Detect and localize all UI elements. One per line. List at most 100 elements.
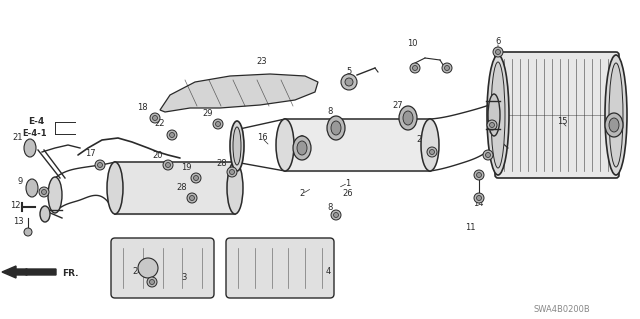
Text: E-4-1: E-4-1 bbox=[22, 129, 47, 138]
Circle shape bbox=[216, 122, 221, 127]
Ellipse shape bbox=[488, 94, 500, 136]
Text: 28: 28 bbox=[177, 183, 188, 192]
Text: 14: 14 bbox=[473, 198, 483, 207]
Circle shape bbox=[442, 63, 452, 73]
Text: 24: 24 bbox=[132, 268, 143, 277]
Circle shape bbox=[150, 113, 160, 123]
Polygon shape bbox=[160, 74, 318, 112]
FancyArrow shape bbox=[2, 266, 56, 278]
Text: 26: 26 bbox=[342, 189, 353, 198]
Ellipse shape bbox=[40, 206, 50, 222]
Ellipse shape bbox=[276, 119, 294, 171]
FancyBboxPatch shape bbox=[111, 238, 214, 298]
Text: 9: 9 bbox=[17, 177, 22, 187]
Text: FR.: FR. bbox=[62, 270, 79, 278]
Text: 29: 29 bbox=[203, 109, 213, 118]
Text: 7: 7 bbox=[611, 106, 617, 115]
Ellipse shape bbox=[107, 162, 123, 214]
Ellipse shape bbox=[403, 111, 413, 125]
Circle shape bbox=[445, 65, 449, 70]
Circle shape bbox=[189, 196, 195, 201]
Text: 3: 3 bbox=[181, 273, 187, 283]
Ellipse shape bbox=[26, 179, 38, 197]
Circle shape bbox=[487, 120, 497, 130]
Ellipse shape bbox=[48, 177, 62, 213]
Circle shape bbox=[413, 65, 417, 70]
Ellipse shape bbox=[327, 116, 345, 140]
Ellipse shape bbox=[293, 136, 311, 160]
Circle shape bbox=[166, 162, 170, 167]
Text: 11: 11 bbox=[465, 224, 476, 233]
Circle shape bbox=[427, 147, 437, 157]
Circle shape bbox=[163, 160, 173, 170]
Text: 6: 6 bbox=[495, 38, 500, 47]
FancyBboxPatch shape bbox=[495, 52, 619, 178]
Text: 27: 27 bbox=[393, 100, 403, 109]
Polygon shape bbox=[285, 119, 430, 171]
Circle shape bbox=[410, 63, 420, 73]
Circle shape bbox=[495, 49, 500, 55]
Circle shape bbox=[213, 119, 223, 129]
Ellipse shape bbox=[421, 119, 439, 171]
Circle shape bbox=[474, 193, 484, 203]
Polygon shape bbox=[115, 162, 235, 214]
Text: 20: 20 bbox=[153, 151, 163, 160]
Text: 10: 10 bbox=[407, 40, 417, 48]
Circle shape bbox=[483, 150, 493, 160]
Ellipse shape bbox=[230, 121, 244, 171]
Ellipse shape bbox=[227, 162, 243, 214]
Text: 5: 5 bbox=[346, 68, 351, 77]
Circle shape bbox=[193, 175, 198, 181]
Circle shape bbox=[333, 212, 339, 218]
Circle shape bbox=[345, 78, 353, 86]
Circle shape bbox=[230, 169, 234, 174]
Circle shape bbox=[187, 193, 197, 203]
Circle shape bbox=[42, 189, 47, 195]
Circle shape bbox=[170, 132, 175, 137]
Ellipse shape bbox=[24, 139, 36, 157]
Circle shape bbox=[477, 196, 481, 201]
Text: E-4: E-4 bbox=[28, 117, 44, 126]
Ellipse shape bbox=[609, 118, 619, 132]
Ellipse shape bbox=[491, 62, 505, 168]
Circle shape bbox=[97, 162, 102, 167]
Circle shape bbox=[39, 187, 49, 197]
Text: 1: 1 bbox=[346, 179, 351, 188]
Circle shape bbox=[486, 152, 490, 158]
Text: 2: 2 bbox=[300, 189, 305, 198]
Circle shape bbox=[167, 130, 177, 140]
Circle shape bbox=[493, 47, 503, 57]
Text: 28: 28 bbox=[217, 160, 227, 168]
Circle shape bbox=[24, 228, 32, 236]
Text: 19: 19 bbox=[180, 164, 191, 173]
Circle shape bbox=[331, 210, 341, 220]
Ellipse shape bbox=[609, 63, 623, 167]
Circle shape bbox=[138, 258, 158, 278]
FancyBboxPatch shape bbox=[226, 238, 334, 298]
Circle shape bbox=[147, 277, 157, 287]
Text: 13: 13 bbox=[13, 218, 23, 226]
Text: 22: 22 bbox=[155, 120, 165, 129]
Text: 15: 15 bbox=[557, 117, 567, 127]
Text: 16: 16 bbox=[257, 133, 268, 143]
Text: 12: 12 bbox=[10, 202, 20, 211]
Ellipse shape bbox=[605, 55, 627, 175]
Text: 8: 8 bbox=[327, 108, 333, 116]
Circle shape bbox=[191, 173, 201, 183]
Circle shape bbox=[490, 122, 495, 128]
Text: 25: 25 bbox=[417, 136, 428, 145]
Ellipse shape bbox=[233, 127, 241, 165]
Circle shape bbox=[477, 173, 481, 177]
Circle shape bbox=[95, 160, 105, 170]
Text: 18: 18 bbox=[137, 103, 147, 113]
Circle shape bbox=[152, 115, 157, 121]
Text: 8: 8 bbox=[327, 204, 333, 212]
Circle shape bbox=[429, 150, 435, 154]
Text: 4: 4 bbox=[325, 268, 331, 277]
Ellipse shape bbox=[487, 55, 509, 175]
Text: 21: 21 bbox=[13, 133, 23, 143]
Text: SWA4B0200B: SWA4B0200B bbox=[533, 305, 590, 314]
Circle shape bbox=[227, 167, 237, 177]
Text: 23: 23 bbox=[257, 57, 268, 66]
Text: 17: 17 bbox=[84, 150, 95, 159]
